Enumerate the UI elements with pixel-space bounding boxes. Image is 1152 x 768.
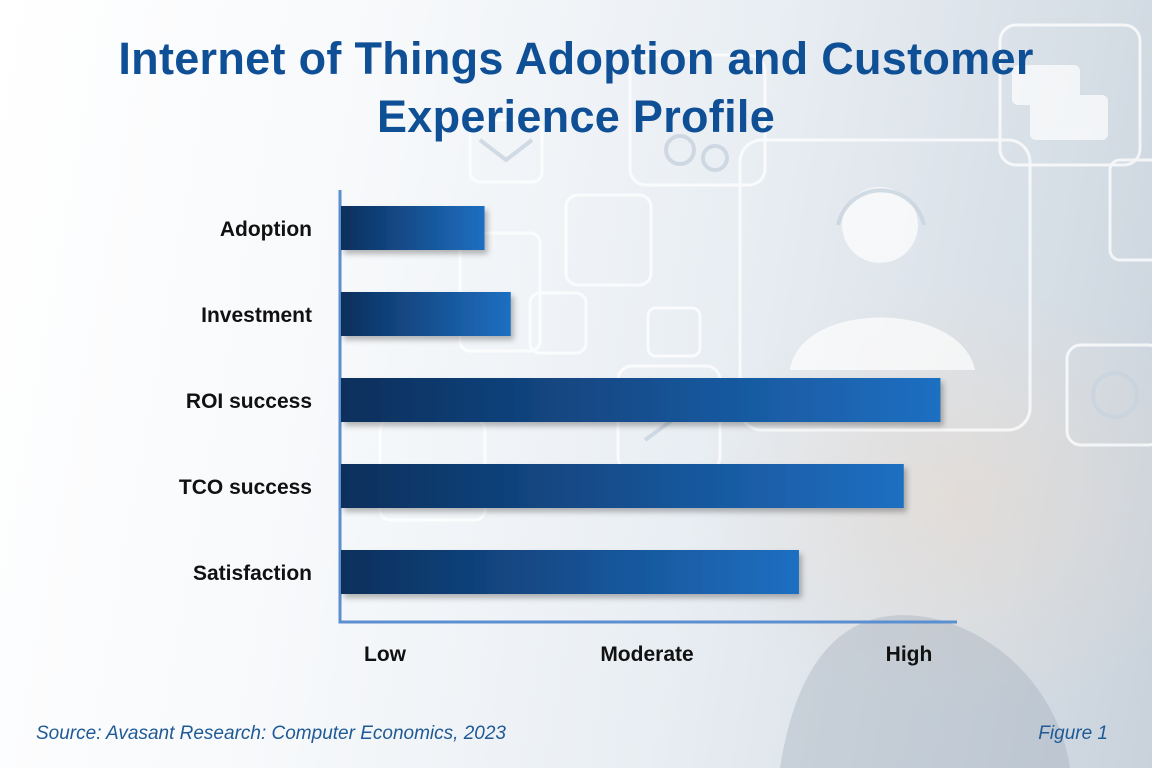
bar-satisfaction bbox=[341, 550, 799, 594]
category-label: Investment bbox=[201, 304, 312, 327]
category-label: TCO success bbox=[179, 476, 312, 499]
bar-adoption bbox=[341, 206, 485, 250]
category-label: Satisfaction bbox=[193, 562, 312, 585]
category-label: ROI success bbox=[186, 390, 312, 413]
x-tick-label: Low bbox=[364, 643, 407, 666]
chart-title: Internet of Things Adoption and Customer… bbox=[118, 33, 1034, 142]
chart-axes bbox=[338, 190, 957, 624]
category-label: Adoption bbox=[220, 218, 312, 241]
bar-tco-success bbox=[341, 464, 904, 508]
bar-roi-success bbox=[341, 378, 941, 422]
source-note: Source: Avasant Research: Computer Econo… bbox=[36, 723, 506, 744]
x-tick-label: Moderate bbox=[600, 643, 693, 666]
x-tick-label: High bbox=[886, 643, 933, 666]
figure-label: Figure 1 bbox=[1038, 723, 1108, 744]
bar-investment bbox=[341, 292, 511, 336]
